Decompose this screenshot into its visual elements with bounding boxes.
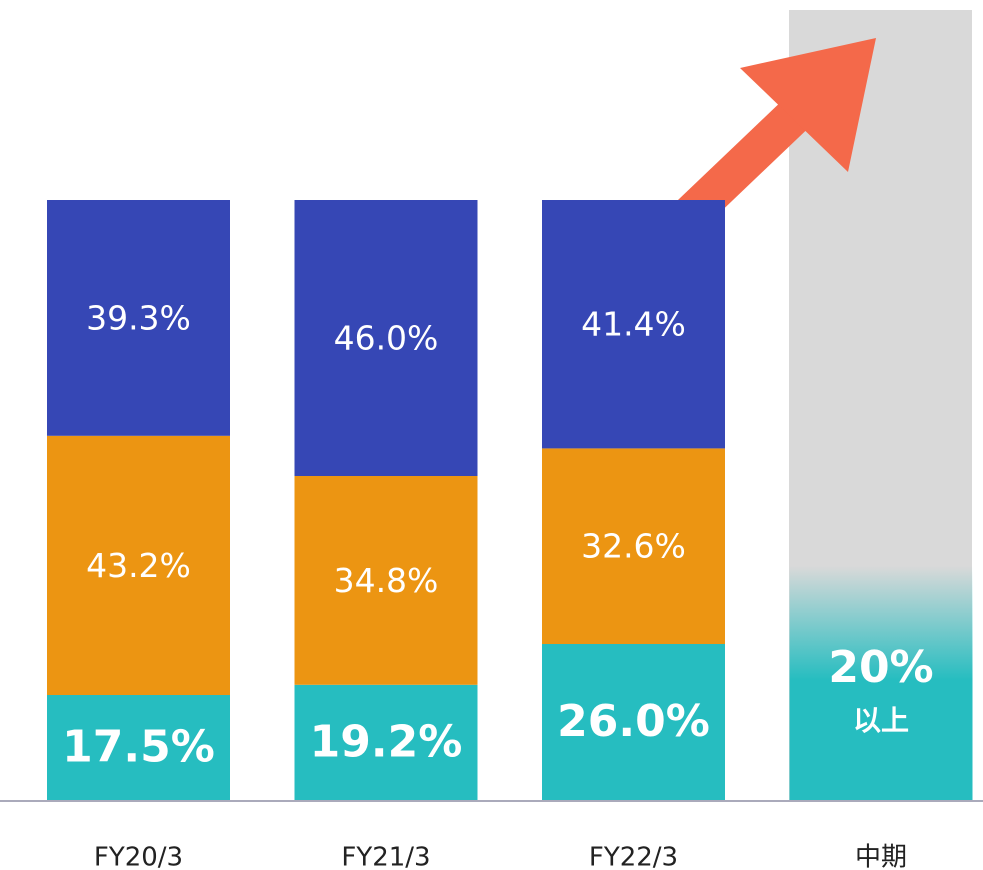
x-tick-label: 中期: [855, 843, 907, 870]
x-tick-label: FY20/3: [94, 843, 183, 870]
value-label: 43.2%: [86, 546, 191, 585]
bar-segment: [789, 680, 973, 800]
x-tick-label: FY22/3: [589, 843, 678, 870]
bar-segment: [47, 435, 230, 695]
value-label: 17.5%: [62, 722, 215, 773]
annotation: 以上: [853, 704, 909, 737]
value-label: 41.4%: [581, 305, 686, 344]
bar-segment: [294, 684, 478, 800]
x-tick-label: FY21/3: [341, 843, 430, 870]
value-label: 34.8%: [334, 561, 439, 600]
bar-segment: [542, 200, 725, 449]
value-label: 26.0%: [557, 696, 710, 747]
value-label: 46.0%: [334, 319, 439, 358]
value-label: 32.6%: [581, 527, 686, 566]
target-fade: [789, 566, 973, 680]
bar-segment: [542, 644, 725, 800]
value-label: 19.2%: [310, 716, 463, 767]
bar-segment: [47, 695, 230, 800]
bar-segment: [542, 448, 725, 644]
value-label: 39.3%: [86, 298, 191, 337]
value-label: 20%: [828, 642, 933, 693]
bar-segment: [47, 200, 230, 436]
bar-segment: [294, 476, 478, 685]
bar-segment: [294, 200, 478, 476]
